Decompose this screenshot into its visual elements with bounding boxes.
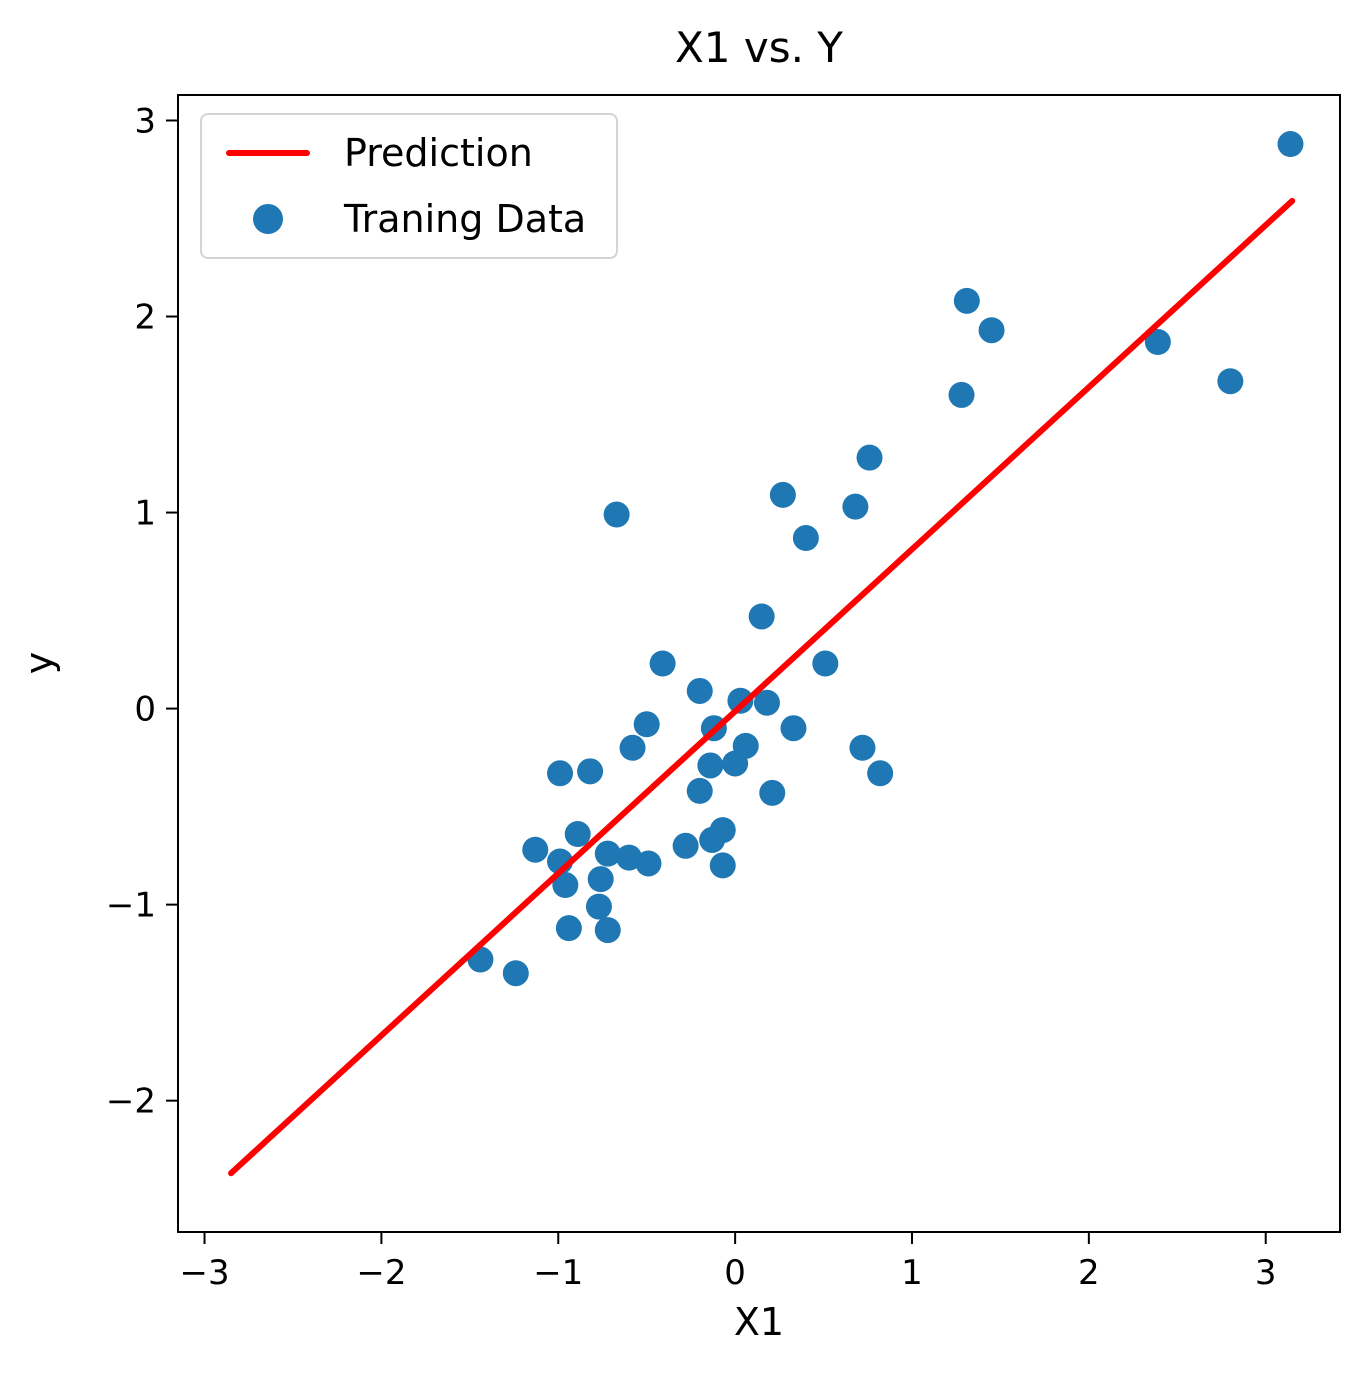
scatter-point xyxy=(564,821,591,848)
scatter-point xyxy=(594,840,621,867)
scatter-point xyxy=(635,850,662,877)
y-tick-label: 2 xyxy=(134,298,156,338)
scatter-point xyxy=(1144,329,1171,356)
scatter-point xyxy=(594,917,621,944)
scatter-point xyxy=(842,493,869,520)
scatter-point xyxy=(948,381,975,408)
x-tick-label: −2 xyxy=(356,1253,406,1293)
x-tick-label: −1 xyxy=(533,1253,583,1293)
scatter-point xyxy=(978,317,1005,344)
plot-area: −3 −2 −1 0 1 2 3 3 2 1 0 −1 −2 xyxy=(106,94,1341,1293)
legend-entry-prediction: Prediction xyxy=(226,131,586,175)
legend-entry-training-data: Traning Data xyxy=(226,197,586,241)
scatter-point xyxy=(1277,131,1304,158)
scatter-point xyxy=(849,734,876,761)
y-tick-label: 3 xyxy=(134,101,156,141)
x-tick-label: 0 xyxy=(724,1253,746,1293)
training-data-marker-sample xyxy=(253,204,283,234)
x-axis-label: X1 xyxy=(734,1300,784,1344)
scatter-point xyxy=(672,832,699,859)
y-tick-label: 0 xyxy=(134,690,156,730)
scatter-point xyxy=(699,826,726,853)
x-tick-label: 3 xyxy=(1255,1253,1277,1293)
scatter-point xyxy=(555,915,582,942)
scatter-point xyxy=(585,893,612,920)
scatter-point xyxy=(697,752,724,779)
scatter-point xyxy=(812,650,839,677)
legend: Prediction Traning Data xyxy=(200,113,619,259)
legend-line-icon xyxy=(226,150,310,156)
y-tick-label: 1 xyxy=(134,494,156,534)
scatter-point xyxy=(722,750,749,777)
scatter-point xyxy=(587,866,614,893)
scatter-point xyxy=(856,444,883,471)
scatter-point xyxy=(686,677,713,704)
scatter-point xyxy=(867,760,894,787)
scatter-point xyxy=(603,501,630,528)
plot-border xyxy=(177,94,1341,1233)
scatter-point xyxy=(780,715,807,742)
x-tick-label: 1 xyxy=(901,1253,923,1293)
x-tick-label: −3 xyxy=(179,1253,229,1293)
chart-title: X1 vs. Y xyxy=(675,23,843,72)
y-tick-label: −2 xyxy=(106,1082,156,1122)
scatter-point xyxy=(709,852,736,879)
scatter-point xyxy=(1217,368,1244,395)
y-axis-label: y xyxy=(17,652,61,675)
scatter-point xyxy=(577,758,604,785)
scatter-point xyxy=(686,777,713,804)
scatter-point xyxy=(502,960,529,987)
prediction-line xyxy=(228,197,1296,1177)
scatter-point xyxy=(753,689,780,716)
scatter-point xyxy=(769,481,796,508)
scatter-point xyxy=(792,525,819,552)
scatter-point xyxy=(727,687,754,714)
scatter-point xyxy=(649,650,676,677)
scatter-point xyxy=(547,760,574,787)
scatter-point xyxy=(552,872,579,899)
scatter-point xyxy=(522,836,549,863)
scatter-point xyxy=(619,734,646,761)
legend-label-training-data: Traning Data xyxy=(344,197,587,241)
y-tick-label: −1 xyxy=(106,886,156,926)
prediction-line-sample xyxy=(226,150,310,156)
scatter-point xyxy=(633,711,660,738)
scatter-point xyxy=(748,603,775,630)
x-tick-label: 2 xyxy=(1078,1253,1100,1293)
scatter-point xyxy=(759,779,786,806)
scatter-point xyxy=(953,287,980,314)
legend-label-prediction: Prediction xyxy=(344,131,533,175)
legend-marker-icon xyxy=(226,204,310,234)
